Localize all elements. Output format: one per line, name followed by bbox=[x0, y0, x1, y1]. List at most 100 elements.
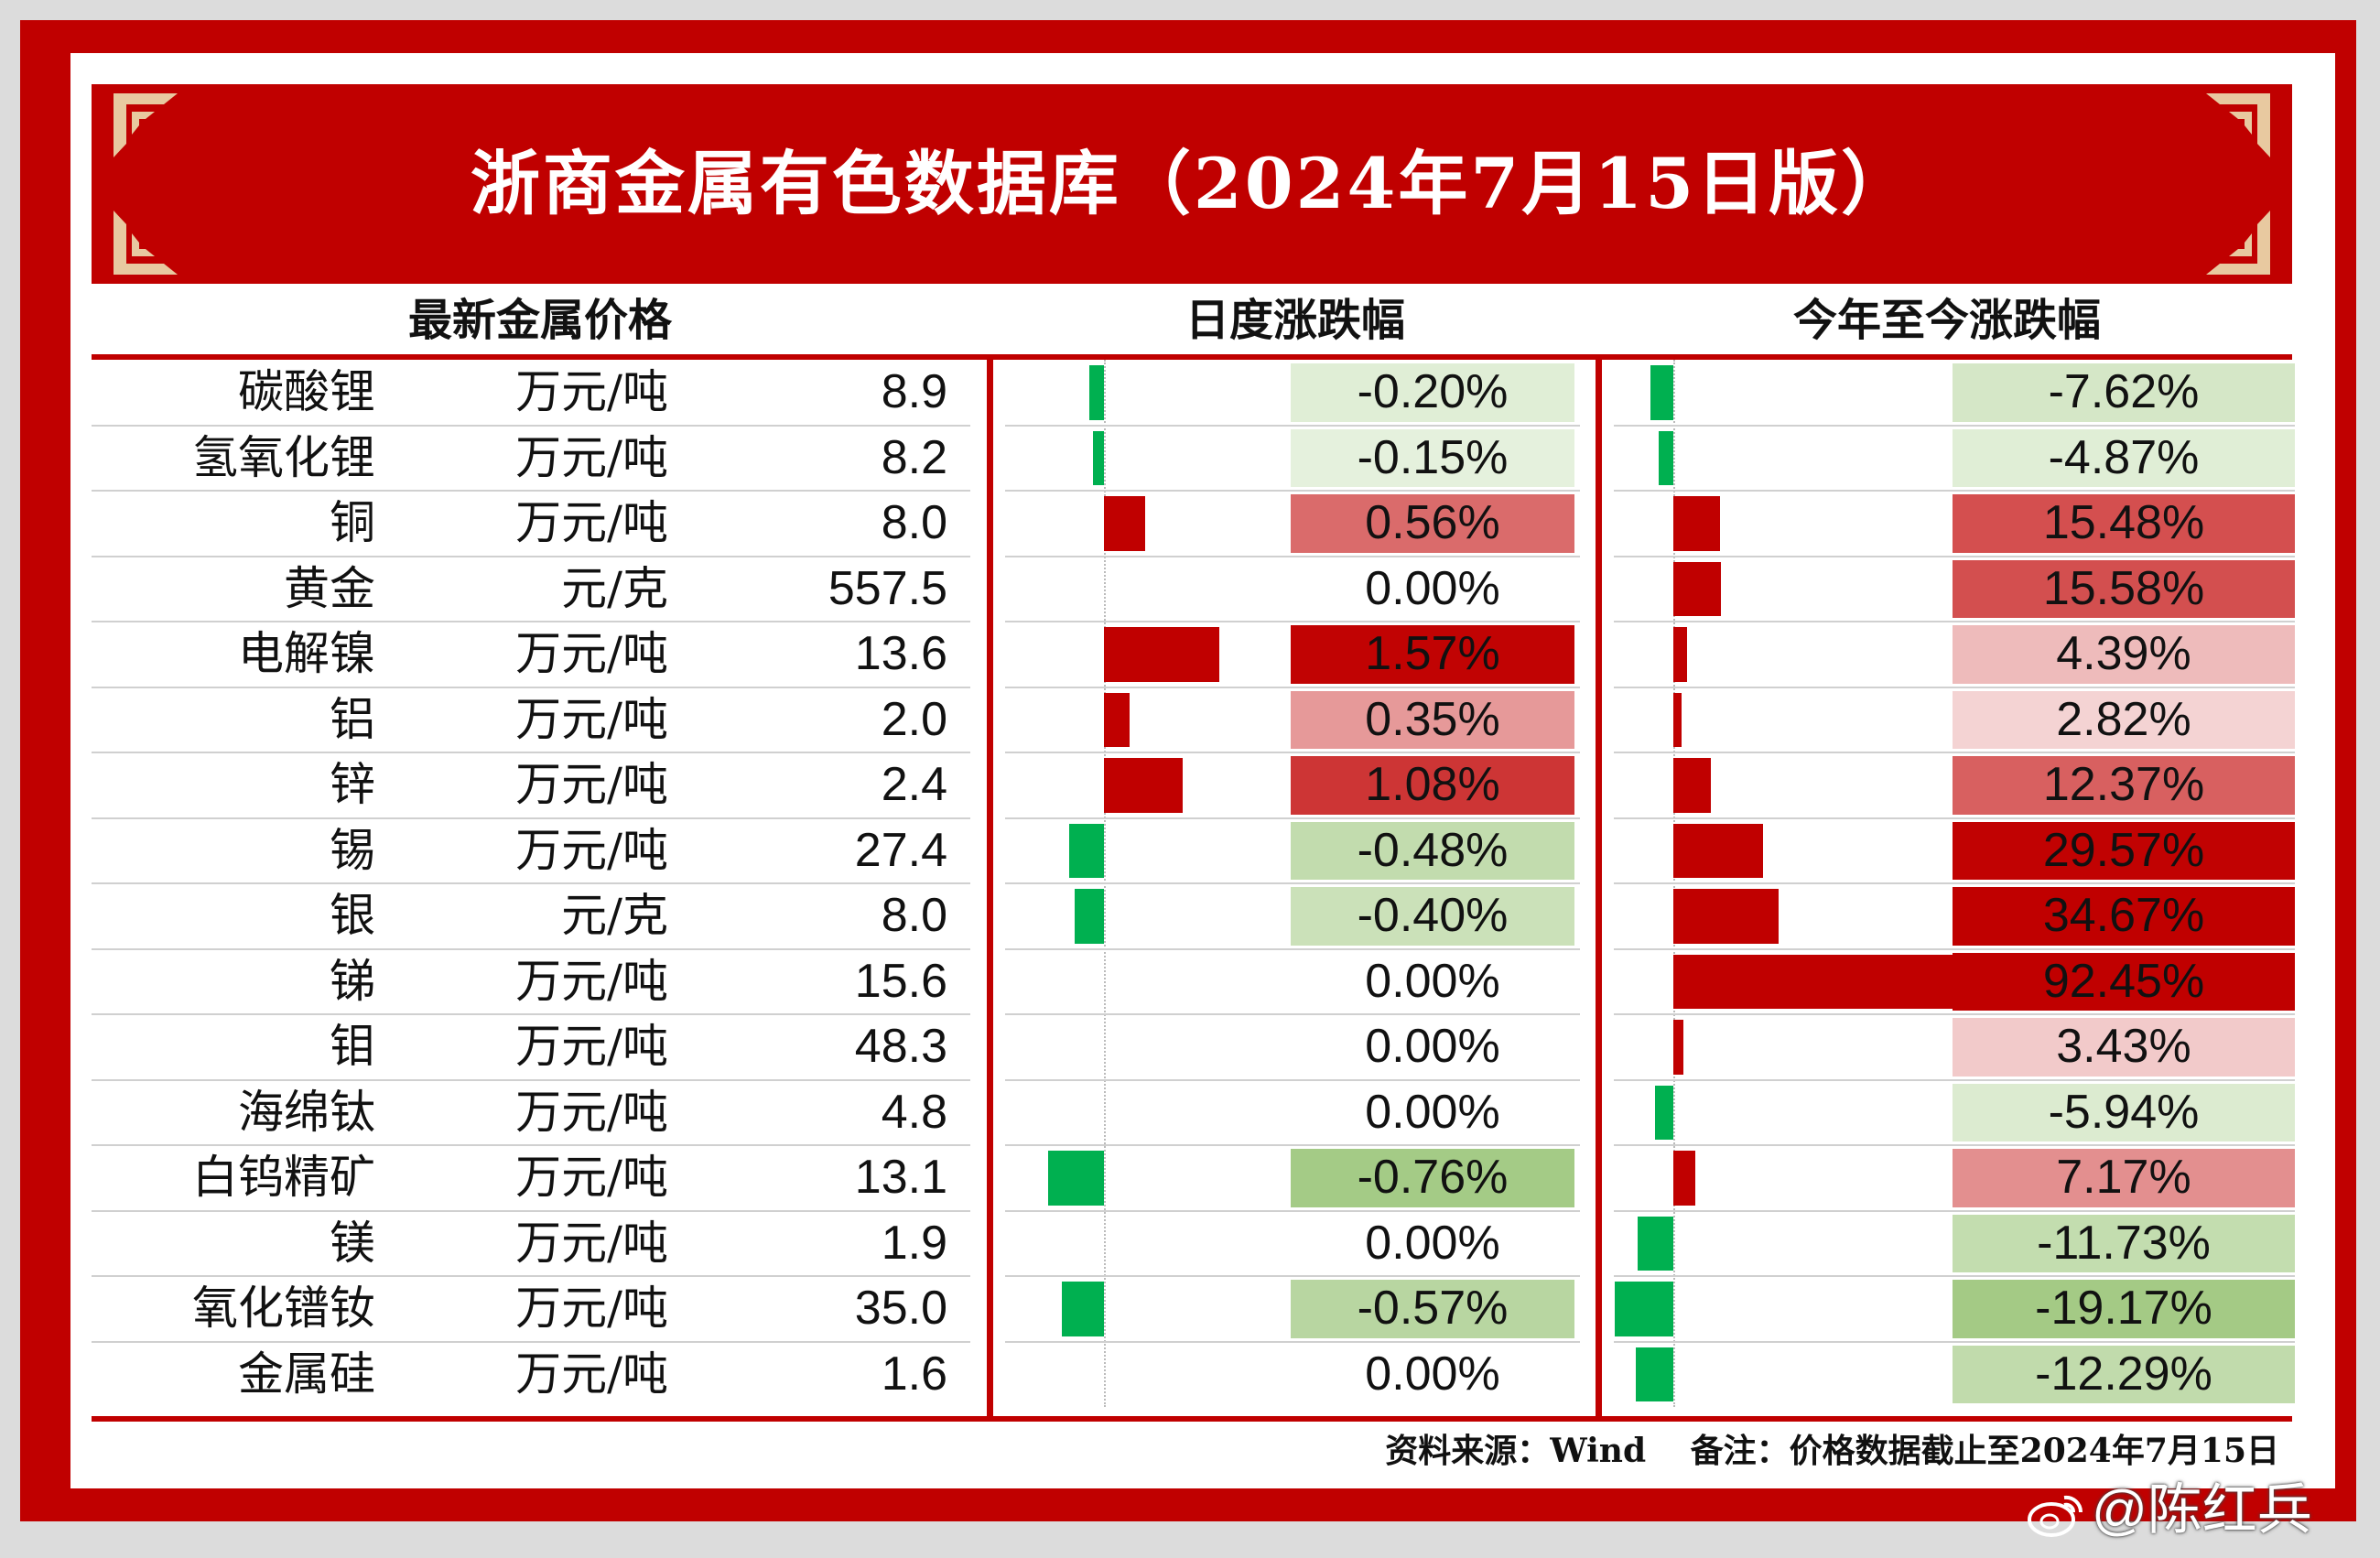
row-divider bbox=[92, 1013, 970, 1015]
daily-bar bbox=[1093, 430, 1104, 485]
page-title: 浙商金属有色数据库（2024年7月15日版） bbox=[470, 143, 1914, 224]
ytd-bar bbox=[1673, 1020, 1684, 1075]
daily-change: 1.08% bbox=[1365, 758, 1500, 811]
ytd-heat-cell bbox=[1953, 559, 2295, 618]
metal-unit: 元/克 bbox=[561, 561, 668, 615]
ytd-heat-cell bbox=[1953, 690, 2295, 749]
metal-price: 557.5 bbox=[828, 561, 947, 615]
daily-change: -0.40% bbox=[1357, 889, 1509, 942]
row-divider bbox=[1614, 1340, 2295, 1343]
ytd-change: 2.82% bbox=[2056, 692, 2191, 746]
corner-ornament-top-left bbox=[114, 93, 178, 157]
ytd-change: 34.67% bbox=[2042, 889, 2205, 942]
daily-heat-cell bbox=[1291, 1214, 1574, 1272]
daily-heat-cell bbox=[1291, 625, 1574, 684]
ytd-bar bbox=[1638, 1216, 1673, 1271]
metal-unit: 万元/吨 bbox=[515, 1282, 668, 1335]
metal-price: 27.4 bbox=[854, 823, 947, 877]
ytd-change: 29.57% bbox=[2042, 823, 2205, 877]
row-divider bbox=[1005, 621, 1580, 622]
metal-price: 13.6 bbox=[854, 627, 947, 680]
watermark: @陈红兵 bbox=[2028, 1474, 2312, 1547]
metal-price: 2.0 bbox=[881, 692, 947, 746]
row-divider bbox=[1005, 490, 1580, 492]
row-divider bbox=[1614, 1275, 2295, 1277]
daily-bar bbox=[1068, 823, 1104, 878]
metal-name: 银 bbox=[330, 889, 375, 942]
ytd-bar bbox=[1673, 954, 1954, 1009]
metal-unit: 万元/吨 bbox=[515, 1151, 668, 1204]
ytd-change: -4.87% bbox=[2048, 430, 2200, 484]
daily-heat-cell bbox=[1291, 1345, 1574, 1403]
daily-bar bbox=[1104, 758, 1184, 813]
row-divider bbox=[1005, 882, 1580, 884]
daily-heat-cell bbox=[1291, 494, 1574, 553]
daily-heat-cell bbox=[1291, 559, 1574, 618]
metal-name: 镁 bbox=[330, 1216, 375, 1270]
metal-price: 8.9 bbox=[881, 365, 947, 418]
ytd-heat-cell bbox=[1953, 494, 2295, 553]
ytd-change: -5.94% bbox=[2048, 1085, 2200, 1139]
metal-name: 氢氧化锂 bbox=[192, 430, 375, 484]
row-divider bbox=[1614, 1078, 2295, 1081]
daily-change: 0.00% bbox=[1365, 1085, 1500, 1139]
row-divider bbox=[92, 621, 970, 622]
row-divider bbox=[1614, 621, 2295, 622]
table-bottom-divider bbox=[92, 1416, 2292, 1422]
row-divider bbox=[1614, 424, 2295, 427]
row-divider bbox=[92, 1078, 970, 1081]
daily-bar bbox=[1048, 1151, 1104, 1206]
ytd-heat-cell bbox=[1953, 821, 2295, 880]
ytd-bar bbox=[1658, 430, 1673, 485]
row-divider bbox=[1005, 1013, 1580, 1015]
row-divider bbox=[1614, 1144, 2295, 1146]
metal-unit: 万元/吨 bbox=[515, 823, 668, 877]
ytd-heat-cell bbox=[1953, 756, 2295, 815]
metal-name: 黄金 bbox=[284, 561, 375, 615]
row-divider bbox=[92, 817, 970, 819]
ytd-change: 15.48% bbox=[2042, 496, 2205, 549]
daily-heat-cell bbox=[1291, 428, 1574, 487]
ytd-heat-cell bbox=[1953, 887, 2295, 946]
metal-name: 铜 bbox=[330, 496, 375, 549]
row-divider bbox=[92, 555, 970, 557]
daily-bar bbox=[1089, 365, 1104, 420]
ytd-change: 4.39% bbox=[2056, 627, 2191, 680]
daily-heat-cell bbox=[1291, 1280, 1574, 1338]
metal-price: 13.1 bbox=[854, 1151, 947, 1204]
metal-name: 锑 bbox=[330, 954, 375, 1008]
metal-name: 锡 bbox=[330, 823, 375, 877]
title-banner: 浙商金属有色数据库（2024年7月15日版） bbox=[92, 84, 2292, 284]
metal-unit: 万元/吨 bbox=[515, 496, 668, 549]
metal-name: 碳酸锂 bbox=[238, 365, 375, 418]
ytd-heat-cell bbox=[1953, 1083, 2295, 1141]
header-divider bbox=[92, 354, 2292, 360]
corner-ornament-bottom-right bbox=[2206, 211, 2270, 275]
daily-heat-cell bbox=[1291, 1083, 1574, 1141]
ytd-bar bbox=[1673, 758, 1712, 813]
metal-price: 1.6 bbox=[881, 1347, 947, 1401]
metal-unit: 万元/吨 bbox=[515, 430, 668, 484]
metal-price: 48.3 bbox=[854, 1020, 947, 1073]
metal-unit: 万元/吨 bbox=[515, 1347, 668, 1401]
row-divider bbox=[1614, 817, 2295, 819]
metal-price: 1.9 bbox=[881, 1216, 947, 1270]
daily-bar bbox=[1104, 627, 1219, 682]
ytd-heat-cell bbox=[1953, 625, 2295, 684]
row-divider bbox=[1614, 882, 2295, 884]
corner-ornament-top-right bbox=[2206, 93, 2270, 157]
row-divider bbox=[1005, 1144, 1580, 1146]
daily-bar bbox=[1104, 496, 1145, 551]
metal-name: 金属硅 bbox=[238, 1347, 375, 1401]
daily-change: 0.00% bbox=[1365, 1347, 1500, 1401]
metal-price: 15.6 bbox=[854, 954, 947, 1008]
row-divider bbox=[1614, 555, 2295, 557]
row-divider bbox=[92, 1340, 970, 1343]
ytd-heat-cell bbox=[1953, 428, 2295, 487]
metal-price: 2.4 bbox=[881, 758, 947, 811]
ytd-heat-cell bbox=[1953, 363, 2295, 422]
metal-unit: 万元/吨 bbox=[515, 758, 668, 811]
source-note: 资料来源：Wind 备注：价格数据截止至2024年7月15日 bbox=[1385, 1432, 2279, 1470]
ytd-heat-cell bbox=[1953, 1280, 2295, 1338]
metal-name: 白钨精矿 bbox=[192, 1151, 375, 1204]
